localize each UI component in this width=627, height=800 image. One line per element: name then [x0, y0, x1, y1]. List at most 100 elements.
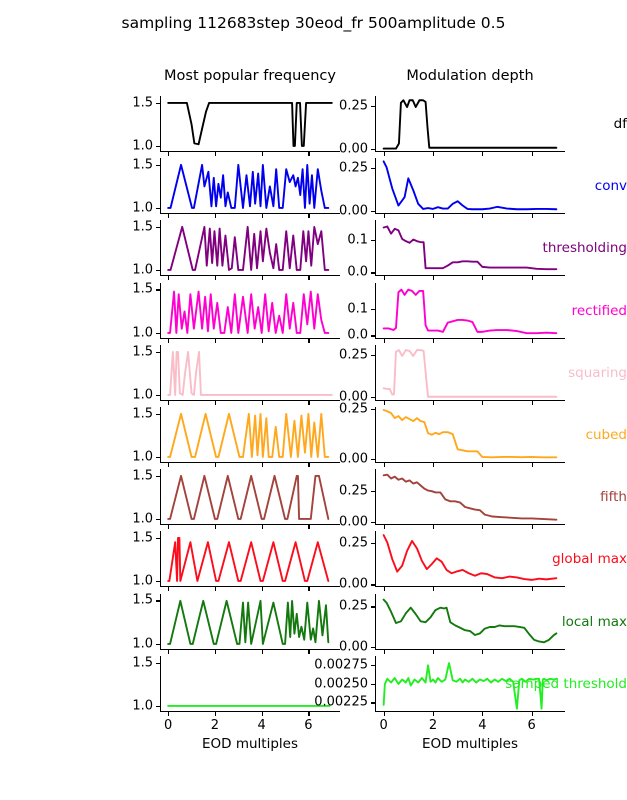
axes-right-cubed: 0.00 0.25: [339, 402, 565, 467]
axis-spine-left: [375, 158, 377, 215]
x-tick-mark: [383, 276, 385, 281]
data-line: [382, 473, 558, 521]
data-line: [382, 598, 558, 643]
x-tick-mark: [261, 214, 263, 219]
axis-spine-bottom: [375, 648, 565, 650]
axis-spine-bottom: [160, 213, 340, 215]
x-axis-label: EOD multiples: [201, 735, 298, 752]
x-tick-mark: [214, 338, 217, 343]
x-tick-mark: [214, 463, 217, 467]
x-tick-mark: [482, 276, 484, 281]
y-tick-label: 0.25: [339, 347, 368, 363]
y-tick-mark: [371, 702, 375, 704]
series-right-conv: [382, 160, 558, 211]
x-tick-mark: [482, 338, 484, 343]
row-label-cubed: cubed: [585, 427, 627, 443]
axes-right-samped-threshold: 0.00225 0.00250 0.00275 0 2 4 6 EOD multiples: [314, 655, 565, 752]
x-tick-mark: [214, 649, 217, 654]
y-tick-label: 0.00275: [314, 657, 368, 673]
series-left-rectified: [167, 290, 330, 334]
y-tick-label: 1.5: [132, 655, 153, 671]
x-tick-mark: [383, 152, 385, 156]
x-tick-mark: [482, 214, 484, 219]
axes-right-df: 0.00 0.25: [339, 96, 565, 156]
x-tick-mark: [432, 649, 435, 654]
y-tick-label: 1.0: [132, 636, 153, 652]
x-tick-mark: [168, 649, 170, 654]
x-tick-mark: [432, 338, 435, 343]
y-tick-label: 1.5: [132, 157, 153, 173]
data-line: [382, 225, 558, 271]
axis-spine-bottom: [375, 150, 565, 152]
series-left-thresholding: [167, 226, 330, 272]
x-tick-mark: [168, 711, 170, 716]
x-tick-mark: [432, 214, 435, 219]
series-left-squaring: [167, 350, 333, 396]
y-tick-mark: [371, 409, 375, 411]
y-tick-label: 1.0: [132, 511, 153, 527]
axis-spine-bottom: [375, 710, 565, 712]
page-title: sampling 112683step 30eod_fr 500amplitud…: [121, 14, 506, 32]
axis-spine-left: [160, 220, 162, 277]
x-tick-mark: [383, 338, 385, 343]
x-axis-label: EOD multiples: [421, 735, 518, 752]
axis-spine-bottom: [160, 648, 340, 650]
y-tick-label: 0.00: [339, 639, 368, 655]
x-tick-mark: [308, 276, 310, 281]
y-tick-label: 0.25: [339, 598, 368, 614]
y-tick-label: 1.5: [132, 344, 153, 360]
axis-spine-bottom: [160, 524, 340, 526]
series-right-rectified: [382, 288, 558, 334]
x-tick-mark: [432, 276, 435, 281]
axes-left-rectified: 1.0 1.5: [132, 282, 340, 343]
series-left-samped-threshold: [167, 704, 331, 707]
axis-spine-bottom: [160, 461, 340, 463]
axis-spine-left: [160, 593, 162, 650]
y-tick-label: 1.0: [132, 573, 153, 589]
x-tick-label: 6: [304, 717, 313, 733]
x-tick-mark: [261, 276, 263, 281]
y-tick-label: 1.5: [132, 219, 153, 235]
x-tick-mark: [383, 525, 385, 530]
x-tick-mark: [168, 400, 170, 405]
x-tick-mark: [261, 338, 263, 343]
row-label-thresholding: thresholding: [542, 240, 627, 257]
y-tick-label: 0.00: [339, 389, 368, 405]
y-tick-mark: [371, 309, 375, 311]
x-tick-label: 4: [257, 717, 266, 733]
x-tick-mark: [261, 711, 263, 716]
axis-spine-left: [160, 158, 162, 215]
y-tick-label: 0.25: [339, 483, 368, 499]
x-tick-mark: [261, 587, 263, 592]
y-tick-mark: [156, 476, 160, 478]
y-tick-label: 0.1: [347, 232, 368, 248]
data-line: [167, 290, 330, 334]
axis-spine-left: [375, 407, 377, 463]
y-tick-mark: [371, 683, 375, 685]
y-tick-mark: [156, 413, 160, 415]
series-right-global-max: [382, 534, 558, 582]
x-tick-label: 2: [210, 717, 220, 733]
y-tick-mark: [156, 600, 160, 602]
data-line: [167, 101, 333, 147]
x-tick-mark: [531, 152, 533, 156]
y-tick-mark: [156, 165, 160, 167]
row-label-samped-threshold: samped threshold: [505, 675, 627, 692]
y-tick-mark: [371, 522, 375, 524]
y-tick-mark: [156, 227, 160, 229]
x-tick-mark: [261, 649, 263, 654]
series-left-cubed: [167, 412, 330, 458]
x-tick-mark: [482, 649, 484, 654]
x-tick-mark: [308, 338, 310, 343]
axis-spine-bottom: [375, 586, 565, 588]
y-tick-label: 1.5: [132, 406, 153, 422]
x-tick-mark: [482, 587, 484, 592]
y-tick-mark: [371, 665, 375, 667]
x-tick-mark: [383, 463, 385, 467]
y-tick-mark: [371, 272, 375, 274]
series-right-squaring: [382, 348, 558, 398]
column-title-right: Modulation depth: [406, 68, 534, 84]
x-tick-mark: [261, 152, 263, 156]
y-tick-label: 1.0: [132, 262, 153, 278]
